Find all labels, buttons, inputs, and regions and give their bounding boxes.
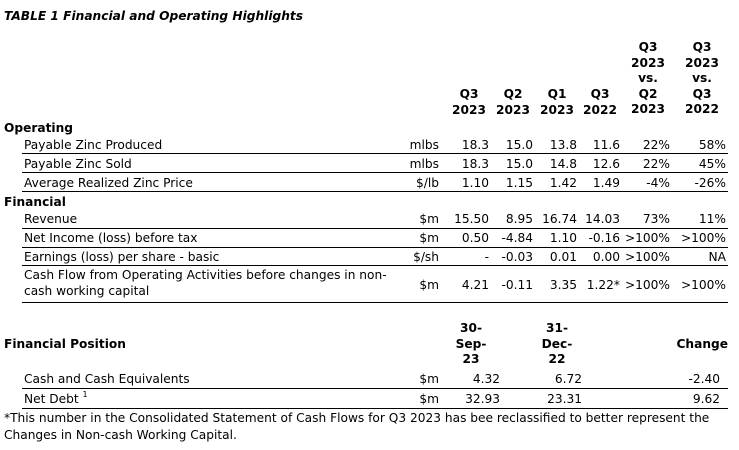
table-title: TABLE 1 Financial and Operating Highligh… (4, 9, 303, 23)
cell-value: -4% (646, 176, 670, 190)
col-header-q2-2023: Q2 2023 (496, 87, 530, 117)
cell-value: NA (708, 250, 726, 264)
row-unit: $/sh (413, 250, 439, 264)
cell-value: >100% (680, 278, 726, 292)
row-divider (22, 153, 728, 154)
position-col-change: Change (676, 337, 728, 351)
cell-value: 1.15 (505, 176, 533, 190)
position-value-sep-23: 4.32 (472, 372, 500, 386)
col-header-q3-vs-q2: Q3 2023 vs. Q2 2023 (631, 40, 665, 116)
cell-value: 11.6 (592, 138, 620, 152)
position-label-text: Net Debt (24, 392, 79, 406)
col-header-q3-2023: Q3 2023 (452, 87, 486, 117)
row-label: Earnings (loss) per share - basic (24, 250, 220, 264)
cell-value: >100% (680, 231, 726, 245)
cell-value: 4.21 (461, 278, 489, 292)
row-unit: $m (419, 278, 439, 292)
position-row-label: Cash and Cash Equivalents (24, 372, 190, 386)
row-label: Cash Flow from Operating Activities befo… (24, 268, 387, 298)
row-label: Revenue (24, 212, 78, 226)
cell-value: 1.49 (592, 176, 620, 190)
cell-value: 12.6 (592, 157, 620, 171)
row-unit: mlbs (409, 138, 439, 152)
cell-value: 0.50 (461, 231, 489, 245)
cell-value: >100% (624, 231, 670, 245)
cell-value: 45% (698, 157, 726, 171)
col-header-q3-2022: Q3 2022 (583, 87, 617, 117)
position-row-unit: $m (419, 372, 439, 386)
cell-value: -26% (694, 176, 727, 190)
row-divider (22, 388, 728, 389)
position-row-label: Net Debt 1 (24, 390, 88, 406)
row-unit: $m (419, 231, 439, 245)
cell-value: 18.3 (461, 157, 489, 171)
row-label: Payable Zinc Sold (24, 157, 132, 171)
row-divider (22, 302, 728, 303)
cell-value: 1.10 (461, 176, 489, 190)
row-divider (22, 408, 728, 409)
cell-value: -0.11 (501, 278, 533, 292)
row-unit: $m (419, 212, 439, 226)
footnote: *This number in the Consolidated Stateme… (4, 411, 710, 442)
cell-value: -4.84 (501, 231, 533, 245)
row-label: Payable Zinc Produced (24, 138, 163, 152)
position-col-dec-22: 31- Dec- 22 (541, 321, 573, 366)
row-divider (22, 172, 728, 173)
col-header-q1-2023: Q1 2023 (540, 87, 574, 117)
cell-value: 18.3 (461, 138, 489, 152)
cell-value: -0.03 (501, 250, 533, 264)
cell-value: -0.16 (588, 231, 620, 245)
cell-value: 16.74 (542, 212, 577, 226)
cell-value: 13.8 (549, 138, 577, 152)
cell-value: 0.01 (549, 250, 577, 264)
footnote-marker: 1 (82, 390, 88, 399)
position-col-sep-23: 30- Sep- 23 (455, 321, 487, 366)
row-unit: $/lb (416, 176, 439, 190)
position-value-dec-22: 23.31 (547, 392, 582, 406)
row-divider (22, 247, 728, 248)
position-value-change: 9.62 (692, 392, 720, 406)
position-value-change: -2.40 (688, 372, 720, 386)
cell-value: 3.35 (549, 278, 577, 292)
cell-value: 8.95 (505, 212, 533, 226)
position-label-text: Cash and Cash Equivalents (24, 372, 190, 386)
cell-value: 58% (698, 138, 726, 152)
cell-value: 15.0 (505, 157, 533, 171)
cell-value: 73% (642, 212, 670, 226)
cell-value: 14.03 (585, 212, 620, 226)
cell-value: >100% (624, 250, 670, 264)
cell-value: 15.50 (454, 212, 489, 226)
cell-value: - (484, 250, 489, 264)
cell-value: 22% (642, 138, 670, 152)
cell-value: 22% (642, 157, 670, 171)
row-label: Average Realized Zinc Price (24, 176, 193, 190)
cell-value: 1.42 (549, 176, 577, 190)
cell-value: 14.8 (549, 157, 577, 171)
cell-value: 1.10 (549, 231, 577, 245)
row-divider (22, 191, 728, 192)
cell-value: >100% (624, 278, 670, 292)
section-financial: Financial (4, 195, 66, 209)
row-divider (22, 265, 728, 266)
position-value-sep-23: 32.93 (465, 392, 500, 406)
financial-position-title: Financial Position (4, 337, 126, 351)
cell-value: 0.00 (592, 250, 620, 264)
cell-value: 15.0 (505, 138, 533, 152)
row-label: Net Income (loss) before tax (24, 231, 198, 245)
col-header-q3-vs-q3: Q3 2023 vs. Q3 2022 (685, 40, 719, 116)
cell-value: 11% (698, 212, 726, 226)
row-divider (22, 228, 728, 229)
position-value-dec-22: 6.72 (554, 372, 582, 386)
cell-value: 1.22* (586, 278, 620, 292)
position-row-unit: $m (419, 392, 439, 406)
section-operating: Operating (4, 121, 73, 135)
row-unit: mlbs (409, 157, 439, 171)
